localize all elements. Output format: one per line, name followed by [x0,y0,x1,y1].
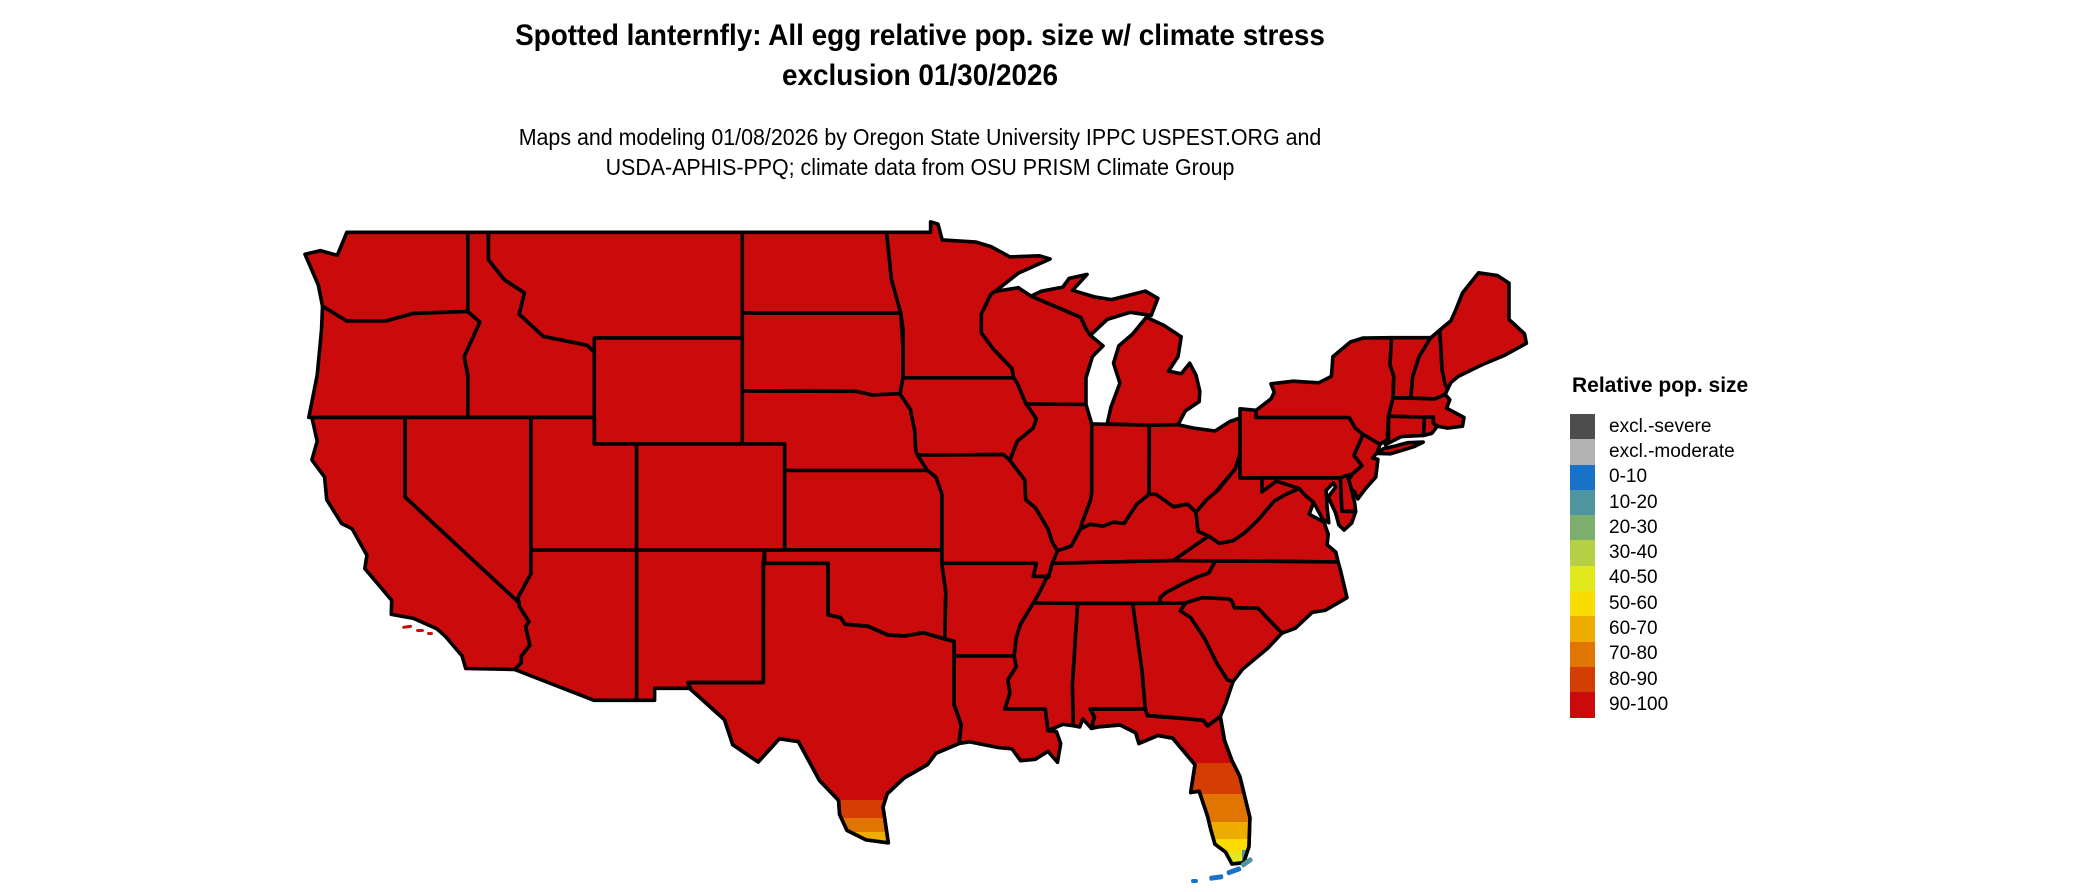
state-me [1437,270,1529,391]
legend-row: 30-40 [1570,540,1870,566]
island-speck [1191,879,1198,883]
island-speck [1226,866,1242,876]
legend: Relative pop. size excl.-severe excl.-mod… [1570,374,1870,718]
legend-label: 10-20 [1609,491,1658,513]
state-sd [740,311,905,397]
legend-row: 20-30 [1570,515,1870,541]
legend-row: 40-50 [1570,565,1870,592]
state-ca [310,415,532,672]
state-li [1375,440,1425,456]
state-miu [1029,272,1160,338]
legend-swatch [1570,515,1595,541]
legend-label: 30-40 [1609,542,1658,564]
legend-swatch [1570,692,1595,718]
page-subtitle-line2: USDA-APHIS-PPQ; climate data from OSU PR… [605,154,1235,180]
legend-label: excl.-severe [1609,415,1712,437]
legend-swatch [1570,489,1595,516]
legend-row: 90-100 [1570,692,1870,718]
page-title-line1: Spotted lanternfly: All egg relative pop… [515,19,1325,52]
state-or [306,304,482,420]
legend-label: 70-80 [1609,643,1658,665]
state-ct [1383,414,1427,447]
legend-row: 80-90 [1570,666,1870,693]
page-title-line2: exclusion 01/30/2026 [781,59,1059,92]
island-speck [402,624,413,629]
page-title: Spotted lanternfly: All egg relative pop… [64,16,1775,96]
legend-label: 50-60 [1609,592,1658,614]
state-wi [979,285,1105,407]
state-outline-fl [1088,707,1252,866]
legend-label: 40-50 [1609,567,1658,589]
state-wa [303,230,470,323]
legend-row: 0-10 [1570,464,1870,490]
island-speck [427,632,433,635]
legend-swatch [1570,591,1595,617]
legend-swatch [1570,666,1595,693]
state-la [952,654,1063,765]
state-outline-tx [686,561,964,845]
legend-title: Relative pop. size [1572,374,1749,397]
legend-swatch [1570,641,1595,667]
page-subtitle-line1: Maps and modeling 01/08/2026 by Oregon S… [518,124,1322,150]
legend-row: excl.-moderate [1570,439,1870,465]
island-speck [1240,857,1253,868]
state-az [512,548,639,703]
legend-swatch [1570,565,1595,592]
legend-label: 60-70 [1609,618,1658,640]
legend-row: 60-70 [1570,616,1870,642]
island-speck [416,629,424,632]
legend-label: 90-100 [1609,693,1669,715]
state-ks [782,468,944,552]
legend-label: 0-10 [1609,466,1648,488]
legend-row: 10-20 [1570,489,1870,516]
legend-row: excl.-severe [1570,414,1870,440]
legend-label: excl.-moderate [1609,440,1735,462]
page-subtitle: Maps and modeling 01/08/2026 by Oregon S… [64,122,1775,182]
legend-swatch [1570,616,1595,642]
legend-swatch [1570,464,1595,490]
legend-row: 50-60 [1570,591,1870,617]
island-speck [1209,874,1224,881]
legend-swatch [1570,439,1595,465]
state-mi [1105,315,1202,428]
state-nm [634,548,767,703]
state-nd [740,230,903,315]
state-co [634,442,787,552]
legend-label: 20-30 [1609,516,1658,538]
legend-label: 80-90 [1609,668,1658,690]
legend-row: 70-80 [1570,641,1870,667]
legend-swatch [1570,540,1595,566]
state-md [1260,476,1358,532]
gradient-bands-fl [1100,763,1250,864]
state-nj [1343,432,1382,501]
state-wy [592,336,745,446]
legend-rows: excl.-severe excl.-moderate 0-10 10-20 20-30… [1570,414,1870,718]
legend-swatch [1570,414,1595,440]
